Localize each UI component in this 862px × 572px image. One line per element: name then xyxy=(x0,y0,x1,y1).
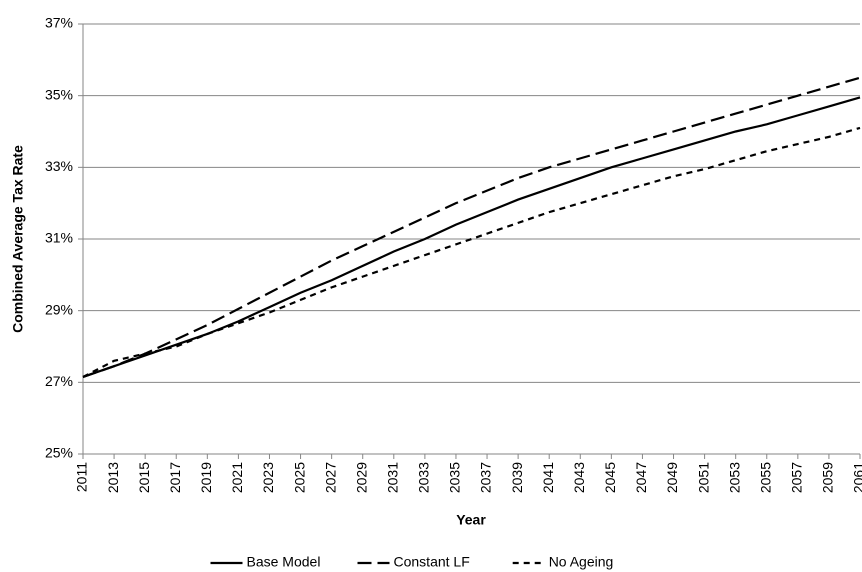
x-tick-label: 2021 xyxy=(229,462,245,493)
x-tick-label: 2049 xyxy=(664,462,680,493)
x-tick-label: 2013 xyxy=(105,462,121,493)
x-tick-label: 2061 xyxy=(851,462,862,493)
legend-label: No Ageing xyxy=(549,554,614,570)
x-tick-label: 2053 xyxy=(726,462,742,493)
x-tick-label: 2037 xyxy=(478,462,494,493)
x-tick-label: 2057 xyxy=(789,462,805,493)
x-tick-label: 2019 xyxy=(198,462,214,493)
y-tick-label: 27% xyxy=(45,373,73,389)
y-tick-label: 37% xyxy=(45,15,73,31)
legend-label: Constant LF xyxy=(394,554,470,570)
y-tick-label: 25% xyxy=(45,445,73,461)
legend-label: Base Model xyxy=(247,554,321,570)
x-tick-label: 2051 xyxy=(695,462,711,493)
y-tick-label: 35% xyxy=(45,86,73,102)
x-tick-label: 2015 xyxy=(136,462,152,493)
x-tick-label: 2059 xyxy=(820,462,836,493)
x-tick-label: 2029 xyxy=(353,462,369,493)
x-tick-label: 2031 xyxy=(385,462,401,493)
x-tick-label: 2025 xyxy=(291,462,307,493)
y-axis-title: Combined Average Tax Rate xyxy=(10,145,26,333)
x-tick-label: 2041 xyxy=(540,462,556,493)
x-tick-label: 2017 xyxy=(167,462,183,493)
x-tick-label: 2011 xyxy=(74,462,90,492)
line xyxy=(82,126,861,378)
y-tick-label: 31% xyxy=(45,230,73,246)
line xyxy=(82,96,861,378)
x-tick-label: 2039 xyxy=(509,462,525,493)
x-tick-label: 2035 xyxy=(447,462,463,493)
x-tick-label: 2023 xyxy=(260,462,276,493)
y-tick-label: 29% xyxy=(45,301,73,317)
x-tick-label: 2043 xyxy=(571,462,587,493)
line xyxy=(82,76,861,378)
x-tick-label: 2027 xyxy=(322,462,338,493)
x-tick-label: 2045 xyxy=(602,462,618,493)
y-tick-label: 33% xyxy=(45,158,73,174)
x-axis-title: Year xyxy=(456,512,486,528)
x-tick-label: 2033 xyxy=(416,462,432,493)
x-tick-label: 2047 xyxy=(633,462,649,493)
x-tick-label: 2055 xyxy=(757,462,773,493)
